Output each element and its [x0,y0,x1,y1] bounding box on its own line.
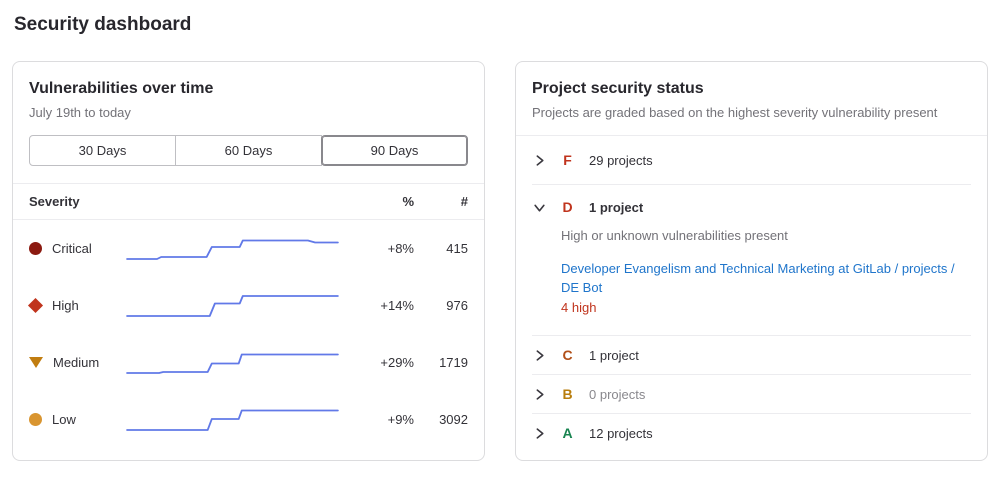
grade-section-f: F 29 projects [532,136,971,185]
high-severity-icon [27,297,44,314]
severity-table: Severity % # Critical +8% 415 [13,183,484,448]
severity-label: High [52,298,79,313]
chevron-right-icon[interactable] [532,387,546,401]
grade-section-c: C 1 project [532,336,971,375]
table-row-high: High +14% 976 [13,277,484,334]
vulnerability-count-value: 1719 [439,355,468,370]
chevron-right-icon[interactable] [532,153,546,167]
grade-letter-c: C [562,347,573,363]
grade-description: High or unknown vulnerabilities present [561,228,788,243]
vulnerabilities-card-title: Vulnerabilities over time [29,80,214,97]
chevron-down-icon[interactable] [532,200,546,214]
grade-letter-d: D [562,199,573,215]
grade-section-b: B 0 projects [532,375,971,414]
grade-d-details: High or unknown vulnerabilities present … [532,228,971,335]
grade-count-label: 1 project [589,199,644,215]
table-row-critical: Critical +8% 415 [13,220,484,277]
severity-table-header: Severity % # [13,184,484,220]
table-row-medium: Medium +29% 1719 [13,334,484,391]
grade-section-a: A 12 projects [532,414,971,452]
grade-count-label: 12 projects [589,425,653,441]
count-column-header: # [460,194,468,209]
critical-sparkline-chart [125,234,356,264]
grade-section-d: D 1 project High or unknown vulnerabilit… [532,185,971,336]
table-row-low: Low +9% 3092 [13,391,484,448]
severity-label: Medium [53,355,100,370]
project-link[interactable]: Developer Evangelism and Technical Marke… [561,261,955,295]
vulnerabilities-over-time-card: Vulnerabilities over time July 19th to t… [12,61,485,461]
percent-change-value: +9% [387,412,414,427]
range-button-60-days[interactable]: 60 Days [175,135,322,166]
grade-count-label: 0 projects [589,386,646,402]
low-sparkline-chart [125,405,356,435]
low-sparkline [126,409,339,431]
project-status-card-title: Project security status [532,80,704,97]
grade-letter-b: B [562,386,573,402]
vulnerability-summary: 4 high [561,300,597,315]
low-severity-icon [29,413,42,426]
grade-row-d[interactable]: D 1 project [532,185,971,226]
day-range-button-group: 30 Days 60 Days 90 Days [29,135,468,166]
range-button-90-days[interactable]: 90 Days [321,135,468,166]
percent-change-value: +8% [387,241,414,256]
grade-count-label: 1 project [589,347,639,363]
page-title: Security dashboard [14,14,192,35]
date-range-subtitle: July 19th to today [29,105,131,120]
project-status-card-header: Project security status Projects are gra… [516,62,987,120]
grade-row-c[interactable]: C 1 project [532,336,971,374]
vulnerability-count-value: 3092 [439,412,468,427]
percent-change-value: +29% [380,355,414,370]
project-status-subtitle: Projects are graded based on the highest… [532,105,938,120]
chevron-right-icon[interactable] [532,426,546,440]
severity-label: Critical [52,241,92,256]
dashboard-cards: Vulnerabilities over time July 19th to t… [0,36,1000,461]
vulnerability-count-value: 415 [446,241,468,256]
grade-row-a[interactable]: A 12 projects [532,414,971,452]
header-divider [516,135,987,136]
range-button-30-days[interactable]: 30 Days [29,135,176,166]
grade-row-b[interactable]: B 0 projects [532,375,971,413]
vulnerabilities-card-header: Vulnerabilities over time July 19th to t… [13,62,484,120]
medium-sparkline-chart [125,348,356,378]
high-sparkline [126,294,339,317]
grade-letter-a: A [562,425,573,441]
high-sparkline-chart [125,291,356,321]
grade-row-f[interactable]: F 29 projects [532,136,971,184]
medium-sparkline [126,353,339,374]
critical-sparkline [126,239,339,260]
percent-column-header: % [402,194,414,209]
grade-letter-f: F [563,152,572,168]
vulnerability-count-value: 976 [446,298,468,313]
severity-label: Low [52,412,76,427]
severity-column-header: Severity [29,194,80,209]
critical-severity-icon [29,242,42,255]
percent-change-value: +14% [380,298,414,313]
chevron-right-icon[interactable] [532,348,546,362]
medium-severity-icon [29,357,43,368]
project-security-status-card: Project security status Projects are gra… [515,61,988,461]
grade-count-label: 29 projects [589,152,653,168]
